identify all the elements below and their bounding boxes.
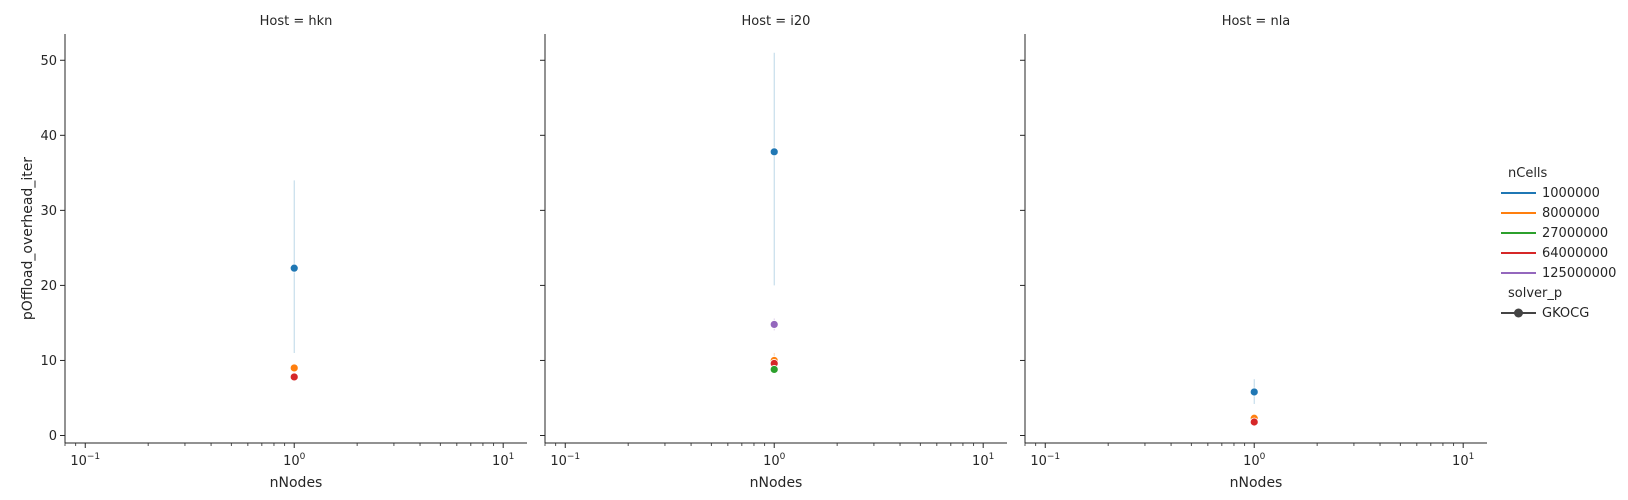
legend-marker: [1514, 308, 1523, 318]
y-tick-label: 0: [49, 429, 57, 444]
y-tick-label: 10: [40, 354, 57, 369]
x-tick-label: 10−1: [70, 452, 100, 469]
legend-label: 8000000: [1542, 206, 1600, 221]
x-axis-label: nNodes: [1230, 475, 1283, 491]
x-axis-label: nNodes: [270, 475, 323, 491]
data-point: [769, 147, 779, 157]
data-point: [289, 263, 299, 273]
x-tick-label: 101: [492, 452, 514, 469]
data-point: [289, 363, 299, 373]
x-tick-label: 10−1: [550, 452, 580, 469]
panel-title: Host = i20: [742, 14, 811, 29]
x-tick-label: 10−1: [1030, 452, 1060, 469]
legend: nCells 1000000 8000000 27000000 64000000 1250…: [1501, 166, 1616, 321]
legend-title-solver: solver_p: [1508, 286, 1562, 301]
x-tick-label: 101: [1452, 452, 1474, 469]
x-axis-label: nNodes: [750, 475, 803, 491]
y-tick-label: 20: [40, 279, 57, 294]
legend-label: GKOCG: [1542, 306, 1589, 321]
y-axis-label: pOffload_overhead_iter: [20, 157, 36, 320]
facet-panel-1: Host = hkn 0 10 20 30 40 50 10−1 100 101 nNodes: [40, 14, 527, 491]
facet-panel-3: Host = nla 10−1 100 101 nNodes: [1020, 14, 1487, 491]
data-point: [1249, 417, 1259, 427]
data-point: [769, 365, 779, 374]
facet-panel-2: Host = i20 10−1 100 101 nNodes: [540, 14, 1007, 491]
x-tick-label: 101: [972, 452, 994, 469]
legend-title-ncells: nCells: [1508, 166, 1548, 181]
x-tick-label: 100: [283, 452, 306, 469]
data-point: [769, 320, 779, 329]
legend-label: 27000000: [1542, 226, 1608, 241]
panel-title: Host = hkn: [260, 14, 333, 29]
y-tick-label: 50: [40, 54, 57, 69]
legend-label: 1000000: [1542, 186, 1600, 201]
data-point: [289, 372, 299, 382]
y-tick-label: 30: [40, 204, 57, 219]
x-tick-label: 100: [763, 452, 786, 469]
legend-label: 125000000: [1542, 266, 1616, 281]
x-tick-label: 100: [1243, 452, 1266, 469]
data-point: [1249, 387, 1259, 397]
y-tick-label: 40: [40, 129, 57, 144]
panel-title: Host = nla: [1222, 14, 1291, 29]
legend-label: 64000000: [1542, 246, 1608, 261]
